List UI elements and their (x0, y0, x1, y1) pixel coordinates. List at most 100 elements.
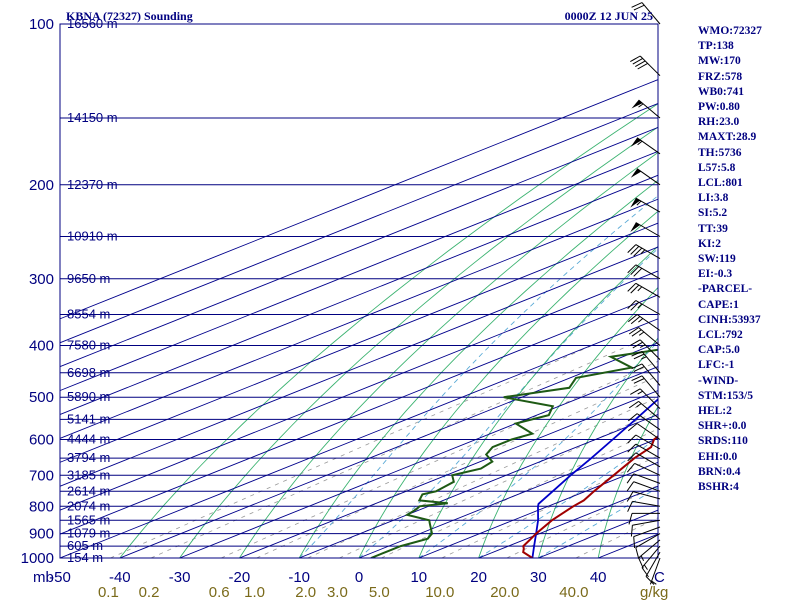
sounding-param: FRZ:578 (698, 70, 743, 83)
sounding-param: LFC:-1 (698, 359, 735, 372)
wind-barb (633, 526, 661, 549)
sounding-param: SRDS:110 (698, 435, 748, 448)
wind-barb (641, 545, 661, 578)
wind-barb (627, 413, 661, 431)
mixing-ratio-line (110, 345, 592, 558)
sounding-param: BRN:0.4 (698, 465, 741, 478)
wind-barb (626, 462, 661, 476)
isotherm (60, 294, 658, 535)
mixing-ratio-label: 0.2 (139, 584, 160, 600)
wind-barb (630, 168, 661, 186)
mixing-ratio-lines (110, 345, 658, 558)
height-label: 5890 m (67, 389, 110, 404)
temperature-label: 20 (470, 569, 487, 586)
chart-title: KBNA (72327) Sounding (66, 9, 193, 23)
sounding-param: MAXT:28.9 (698, 131, 757, 144)
isotherm (60, 198, 658, 439)
height-label: 1079 m (67, 526, 110, 541)
height-label: 3794 m (67, 450, 110, 465)
wind-barbs (626, 2, 661, 585)
temperature-label: -30 (169, 569, 191, 586)
plot-background (60, 24, 658, 558)
wind-barb (627, 282, 661, 298)
wind-barb (638, 539, 661, 569)
height-label: 14150 m (67, 110, 118, 125)
sounding-param: WB0:741 (698, 85, 744, 98)
mixing-ratio-line (307, 396, 658, 558)
wind-barb (627, 500, 661, 512)
height-label: 16560 m (67, 16, 118, 31)
sounding-param: LI:3.8 (698, 192, 729, 205)
wind-barb (631, 363, 661, 386)
wind-barb (627, 423, 661, 440)
temperature-trace (522, 435, 658, 558)
wind-barb (630, 137, 661, 155)
isotherm (239, 390, 658, 558)
height-label: 3185 m (67, 467, 110, 482)
pressure-label: 100 (29, 16, 54, 33)
wind-barb (628, 327, 661, 346)
isotherms (60, 79, 658, 558)
height-label: 2074 m (67, 498, 110, 513)
sounding-param: TP:138 (698, 40, 734, 53)
wind-barb (630, 197, 661, 213)
wind-barb (630, 55, 661, 77)
sounding-param: TH:5736 (698, 146, 742, 159)
dry-adiabat (537, 337, 658, 558)
temperature-label: -40 (109, 569, 131, 586)
sounding-param: SI:5.2 (698, 207, 728, 220)
wind-barb (631, 350, 661, 374)
sounding-param: EI:-0.3 (698, 268, 733, 281)
isotherm (60, 246, 658, 487)
wind-barb (627, 264, 661, 280)
dry-adiabat (119, 103, 658, 558)
temperature-label: 10 (410, 569, 427, 586)
temperature-labels: -50 -40 -30 -20 -10 0 10 20 30 40 (49, 569, 606, 586)
height-labels: 16560 m 14150 m 12370 m 10910 m 9650 m 8554 m… (67, 16, 118, 565)
pressure-label: 800 (29, 498, 54, 515)
isotherm (60, 103, 658, 344)
sounding-param: LCL:801 (698, 177, 743, 190)
pressure-label: 500 (29, 389, 54, 406)
mixing-ratio-label: 1.0 (244, 584, 265, 600)
sounding-param: L57:5.8 (698, 161, 736, 174)
mixing-ratio-unit: g/kg (640, 584, 668, 600)
wind-barb (631, 2, 661, 25)
temperature-label: -10 (288, 569, 310, 586)
dry-adiabat (298, 179, 658, 558)
sounding-param: PW:0.80 (698, 101, 740, 114)
dry-adiabats (119, 103, 658, 558)
sounding-parameters: WMO:72327 TP:138 MW:170 FRZ:578 WB0:741 PW:0.… (698, 24, 798, 495)
height-label: 1565 m (67, 512, 110, 527)
dry-adiabat (478, 286, 658, 558)
height-label: 9650 m (67, 271, 110, 286)
wind-barb (627, 452, 661, 468)
pressure-unit: mb (33, 569, 54, 586)
dry-adiabat (358, 210, 658, 558)
pressure-label: 300 (29, 271, 54, 288)
height-label: 7580 m (67, 338, 110, 353)
sounding-profiles (370, 348, 658, 558)
sounding-param: SHR+:0.0 (698, 420, 747, 433)
mixing-ratio-label: 0.6 (209, 584, 230, 600)
sounding-param: EHI:0.0 (698, 450, 738, 463)
sounding-param: CAP:5.0 (698, 344, 740, 357)
temperature-label: 40 (590, 569, 607, 586)
wind-barb (630, 222, 661, 237)
mixing-ratio-label: 5.0 (369, 584, 390, 600)
isotherm (60, 150, 658, 392)
sounding-param: CAPE:1 (698, 298, 739, 311)
dry-adiabat (179, 126, 658, 558)
wind-barb (630, 339, 661, 360)
isotherm (358, 437, 658, 558)
sounding-param: HEL:2 (698, 405, 732, 418)
dry-adiabat (239, 151, 658, 558)
mixing-ratio-line (150, 345, 630, 558)
isobars (60, 24, 658, 558)
parcel-trace (531, 398, 658, 558)
wind-barb (626, 491, 661, 502)
mixing-ratio-label: 20.0 (490, 584, 519, 600)
sounding-param: WMO:72327 (698, 25, 762, 37)
sounding-param: CINH:53937 (698, 313, 761, 326)
